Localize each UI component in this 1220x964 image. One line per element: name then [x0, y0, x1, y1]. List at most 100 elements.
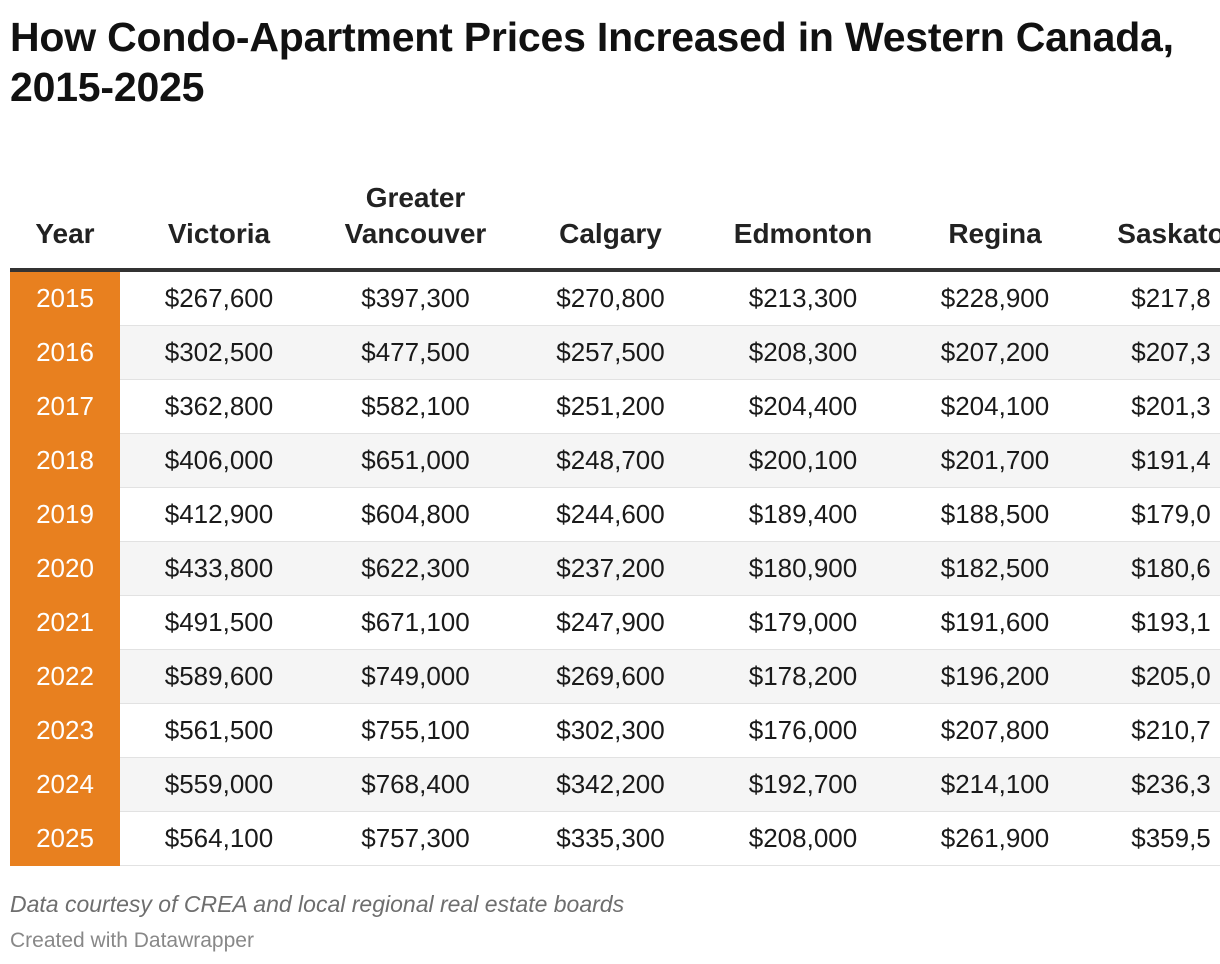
price-cell: $191,600 [898, 595, 1092, 650]
price-cell: $247,900 [513, 595, 708, 650]
header-calgary: Calgary [513, 150, 708, 272]
price-cell: $477,500 [318, 325, 513, 380]
table-row: 2023 $561,500 $755,100 $302,300 $176,000 $207… [10, 703, 1220, 758]
price-cell: $207,800 [898, 703, 1092, 758]
header-greater-vancouver: Greater Vancouver [318, 150, 513, 272]
price-cell: $180,900 [708, 541, 898, 596]
price-cell: $302,500 [120, 325, 318, 380]
price-cell: $412,900 [120, 487, 318, 542]
price-cell: $228,900 [898, 270, 1092, 326]
price-cell: $359,5 [1092, 811, 1220, 866]
year-cell: 2025 [10, 811, 120, 866]
price-cell: $192,700 [708, 757, 898, 812]
table-body: 2015 $267,600 $397,300 $270,800 $213,300 $228… [10, 270, 1220, 866]
price-cell: $205,0 [1092, 649, 1220, 704]
price-cell: $217,8 [1092, 270, 1220, 326]
year-cell: 2017 [10, 379, 120, 434]
price-cell: $582,100 [318, 379, 513, 434]
price-cell: $210,7 [1092, 703, 1220, 758]
year-cell: 2022 [10, 649, 120, 704]
price-cell: $178,200 [708, 649, 898, 704]
chart-title: How Condo-Apartment Prices Increased in … [10, 14, 1174, 110]
price-cell: $757,300 [318, 811, 513, 866]
price-cell: $433,800 [120, 541, 318, 596]
price-cell: $214,100 [898, 757, 1092, 812]
header-edmonton: Edmonton [708, 150, 898, 272]
table-row: 2020 $433,800 $622,300 $237,200 $180,900 $182… [10, 541, 1220, 596]
year-cell: 2015 [10, 270, 120, 326]
price-cell: $188,500 [898, 487, 1092, 542]
price-cell: $342,200 [513, 757, 708, 812]
price-cell: $204,400 [708, 379, 898, 434]
table-row: 2019 $412,900 $604,800 $244,600 $189,400 $188… [10, 487, 1220, 542]
price-cell: $179,000 [708, 595, 898, 650]
price-cell: $651,000 [318, 433, 513, 488]
table-row: 2017 $362,800 $582,100 $251,200 $204,400 $204… [10, 379, 1220, 434]
header-year: Year [10, 150, 120, 272]
table-row: 2022 $589,600 $749,000 $269,600 $178,200 $196… [10, 649, 1220, 704]
year-cell: 2021 [10, 595, 120, 650]
year-cell: 2023 [10, 703, 120, 758]
price-cell: $561,500 [120, 703, 318, 758]
price-cell: $251,200 [513, 379, 708, 434]
price-cell: $302,300 [513, 703, 708, 758]
price-cell: $176,000 [708, 703, 898, 758]
price-cell: $191,4 [1092, 433, 1220, 488]
year-cell: 2024 [10, 757, 120, 812]
price-cell: $564,100 [120, 811, 318, 866]
price-cell: $248,700 [513, 433, 708, 488]
table-row: 2015 $267,600 $397,300 $270,800 $213,300 $228… [10, 270, 1220, 326]
price-cell: $768,400 [318, 757, 513, 812]
table-row: 2018 $406,000 $651,000 $248,700 $200,100 $201… [10, 433, 1220, 488]
price-cell: $208,000 [708, 811, 898, 866]
price-cell: $182,500 [898, 541, 1092, 596]
price-cell: $236,3 [1092, 757, 1220, 812]
credit-line: Created with Datawrapper [10, 929, 254, 952]
price-cell: $491,500 [120, 595, 318, 650]
price-cell: $193,1 [1092, 595, 1220, 650]
year-cell: 2016 [10, 325, 120, 380]
price-cell: $269,600 [513, 649, 708, 704]
price-cell: $200,100 [708, 433, 898, 488]
price-cell: $261,900 [898, 811, 1092, 866]
price-cell: $237,200 [513, 541, 708, 596]
price-cell: $267,600 [120, 270, 318, 326]
price-cell: $749,000 [318, 649, 513, 704]
price-cell: $406,000 [120, 433, 318, 488]
price-cell: $196,200 [898, 649, 1092, 704]
price-cell: $189,400 [708, 487, 898, 542]
table-row: 2024 $559,000 $768,400 $342,200 $192,700 $214… [10, 757, 1220, 812]
price-table: Year Victoria Greater Vancouver Calgary Edmo… [10, 150, 1220, 866]
price-cell: $207,3 [1092, 325, 1220, 380]
table-header-row: Year Victoria Greater Vancouver Calgary Edmo… [10, 150, 1220, 272]
year-cell: 2020 [10, 541, 120, 596]
header-victoria: Victoria [120, 150, 318, 272]
price-cell: $179,0 [1092, 487, 1220, 542]
price-cell: $604,800 [318, 487, 513, 542]
price-cell: $559,000 [120, 757, 318, 812]
price-cell: $589,600 [120, 649, 318, 704]
price-cell: $208,300 [708, 325, 898, 380]
price-cell: $244,600 [513, 487, 708, 542]
price-cell: $335,300 [513, 811, 708, 866]
year-cell: 2018 [10, 433, 120, 488]
price-cell: $362,800 [120, 379, 318, 434]
table-row: 2016 $302,500 $477,500 $257,500 $208,300 $207… [10, 325, 1220, 380]
price-cell: $257,500 [513, 325, 708, 380]
price-table-container: Year Victoria Greater Vancouver Calgary Edmo… [10, 150, 1220, 866]
price-cell: $213,300 [708, 270, 898, 326]
price-cell: $671,100 [318, 595, 513, 650]
price-cell: $397,300 [318, 270, 513, 326]
header-regina: Regina [898, 150, 1092, 272]
price-cell: $201,700 [898, 433, 1092, 488]
price-cell: $204,100 [898, 379, 1092, 434]
table-row: 2025 $564,100 $757,300 $335,300 $208,000 $261… [10, 811, 1220, 866]
price-cell: $207,200 [898, 325, 1092, 380]
price-cell: $180,6 [1092, 541, 1220, 596]
price-cell: $201,3 [1092, 379, 1220, 434]
source-note: Data courtesy of CREA and local regional… [10, 891, 625, 917]
price-cell: $622,300 [318, 541, 513, 596]
price-cell: $755,100 [318, 703, 513, 758]
year-cell: 2019 [10, 487, 120, 542]
table-row: 2021 $491,500 $671,100 $247,900 $179,000 $191… [10, 595, 1220, 650]
